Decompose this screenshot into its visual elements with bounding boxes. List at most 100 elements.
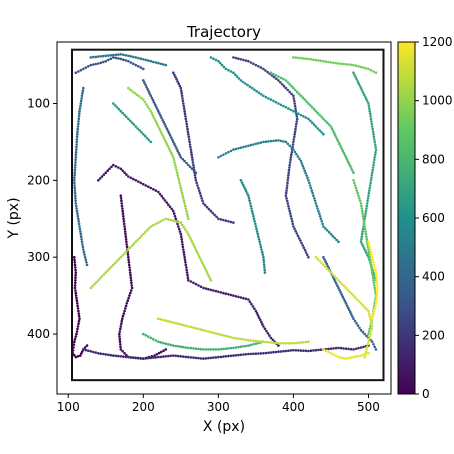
trajectory-point (108, 267, 111, 271)
trajectory-point (79, 104, 82, 108)
trajectory-segment (89, 53, 168, 67)
x-tick-label: 300 (207, 400, 230, 414)
trajectory-point (164, 217, 168, 221)
trajectory-point (301, 244, 305, 247)
trajectory-point (172, 140, 175, 144)
trajectory-point (282, 140, 285, 143)
trajectory-point (196, 252, 200, 256)
trajectory-point (189, 280, 193, 283)
trajectory-point (312, 58, 315, 61)
trajectory-point (295, 152, 298, 156)
trajectory-point (209, 348, 213, 351)
trajectory-point (77, 117, 81, 121)
trajectory-point (364, 232, 368, 236)
trajectory-point (342, 151, 346, 155)
trajectory-point (244, 297, 248, 301)
trajectory-point (152, 337, 155, 341)
trajectory-point (367, 340, 370, 344)
trajectory-point (180, 191, 184, 195)
trajectory-point (157, 351, 161, 355)
trajectory-segment (322, 348, 370, 360)
trajectory-point (370, 176, 373, 180)
trajectory-point (122, 214, 125, 218)
trajectory-point (356, 191, 359, 195)
x-tick-label: 200 (132, 400, 155, 414)
trajectory-point (181, 97, 184, 100)
trajectory-point (214, 332, 218, 335)
trajectory-point (198, 257, 202, 260)
trajectory-point (244, 82, 247, 85)
trajectory-point (170, 207, 173, 211)
trajectory-point (75, 207, 78, 210)
trajectory-point (369, 325, 372, 328)
trajectory-point (256, 314, 260, 317)
trajectory-point (367, 332, 370, 336)
trajectory-point (372, 132, 375, 136)
trajectory-point (318, 259, 322, 263)
trajectory-point (359, 302, 363, 305)
trajectory-point (264, 351, 268, 355)
trajectory-point (299, 113, 303, 117)
trajectory-point (362, 353, 365, 357)
trajectory-point (262, 261, 266, 264)
trajectory-point (184, 355, 188, 359)
trajectory-point (162, 341, 165, 345)
trajectory-point (368, 189, 371, 192)
trajectory-point (74, 335, 78, 338)
trajectory-point (158, 127, 161, 130)
trajectory-point (369, 263, 373, 267)
trajectory-point (179, 345, 183, 349)
trajectory-point (365, 204, 369, 208)
trajectory-point (292, 86, 295, 90)
trajectory-point (369, 250, 373, 254)
trajectory-point (359, 202, 363, 205)
trajectory-point (365, 251, 368, 255)
trajectory-point (352, 71, 355, 74)
trajectory-point (121, 254, 124, 257)
trajectory-point (294, 127, 297, 131)
trajectory-point (144, 83, 147, 87)
trajectory-point (184, 207, 188, 210)
trajectory-point (263, 266, 266, 269)
trajectory-point (290, 150, 294, 154)
trajectory-point (162, 349, 165, 353)
trajectory-point (314, 109, 318, 113)
trajectory-point (234, 295, 238, 298)
trajectory-point (237, 337, 240, 341)
trajectory-point (357, 354, 360, 358)
trajectory-point (354, 355, 358, 358)
trajectory-point (337, 62, 340, 65)
trajectory-point (192, 163, 195, 167)
trajectory-point (202, 263, 205, 267)
trajectory-point (122, 217, 125, 221)
trajectory-point (124, 235, 128, 238)
trajectory-point (125, 115, 128, 119)
trajectory-point (175, 147, 178, 150)
trajectory-segment (352, 71, 378, 282)
trajectory-point (181, 245, 185, 249)
trajectory-point (185, 122, 188, 126)
trajectory-point (290, 146, 293, 149)
trajectory-point (290, 217, 293, 221)
trajectory-point (342, 356, 345, 360)
trajectory-point (357, 346, 360, 350)
trajectory-point (318, 113, 322, 117)
trajectory-point (369, 115, 372, 118)
trajectory-point (204, 348, 208, 351)
trajectory-point (247, 59, 250, 63)
trajectory-point (289, 156, 293, 159)
trajectory-point (262, 325, 265, 328)
trajectory-point (174, 166, 178, 169)
trajectory-point (195, 181, 198, 185)
trajectory-point (318, 129, 322, 132)
trajectory-point (284, 140, 288, 144)
plot-frame (56, 41, 392, 395)
trajectory-point (151, 114, 155, 117)
trajectory-point (169, 354, 173, 358)
trajectory-point (123, 227, 127, 231)
trajectory-point (263, 268, 267, 272)
trajectory-point (361, 244, 365, 248)
trajectory-point (180, 240, 184, 244)
y-axis-label: Y (px) (6, 197, 22, 239)
trajectory-point (324, 349, 328, 353)
